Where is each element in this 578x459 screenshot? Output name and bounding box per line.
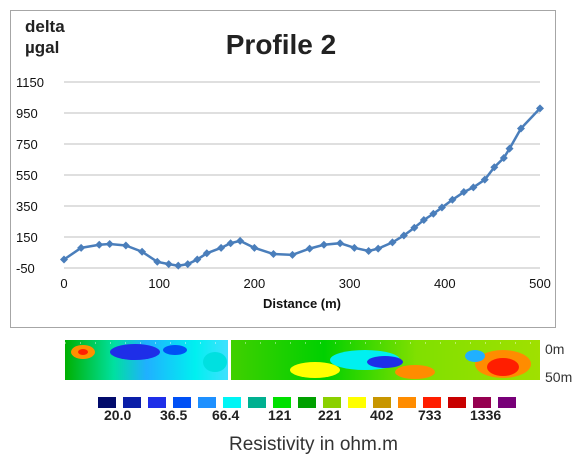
depth-bottom-label: 50m	[545, 369, 573, 385]
legend-swatch	[98, 397, 116, 408]
data-point	[499, 153, 508, 162]
data-point	[183, 260, 192, 269]
y-tick-label: 150	[16, 230, 38, 245]
legend-swatch	[448, 397, 466, 408]
legend-swatch	[248, 397, 266, 408]
data-point	[516, 124, 525, 133]
legend-swatch	[348, 397, 366, 408]
depth-top-label: 0m	[545, 341, 565, 357]
x-tick-label: 300	[339, 276, 361, 291]
legend-swatch	[273, 397, 291, 408]
legend-value-label: 221	[318, 407, 342, 423]
data-point	[480, 175, 489, 184]
y-tick-label: 950	[16, 106, 38, 121]
x-tick-label: 500	[529, 276, 551, 291]
data-point	[319, 240, 328, 249]
legend-swatch	[173, 397, 191, 408]
data-point	[138, 247, 147, 256]
resistivity-section	[65, 340, 540, 380]
legend-swatch	[498, 397, 516, 408]
chart-title: Profile 2	[226, 29, 336, 60]
data-point	[419, 215, 428, 224]
y-axis-label-line1: delta	[25, 17, 65, 36]
data-point	[536, 104, 544, 113]
legend-swatch	[423, 397, 441, 408]
chart-panel: -50 150 350 550 750 950 1150 0 100 200 300 400 500 Pr…	[10, 10, 556, 328]
legend-swatch	[298, 397, 316, 408]
data-point	[164, 260, 173, 269]
legend-swatch	[198, 397, 216, 408]
data-point	[410, 223, 419, 232]
y-tick-label: 550	[16, 168, 38, 183]
legend-value-label: 121	[268, 407, 292, 423]
data-point	[236, 236, 245, 245]
data-point	[95, 240, 104, 249]
data-point	[193, 255, 202, 264]
data-point	[174, 261, 183, 270]
legend-value-label: 20.0	[104, 407, 132, 423]
legend-swatch	[398, 397, 416, 408]
data-point	[399, 231, 408, 240]
y-tick-label: 1150	[16, 75, 44, 90]
data-point	[288, 250, 297, 259]
data-point	[226, 239, 235, 248]
data-point	[505, 144, 514, 153]
x-tick-label: 200	[244, 276, 266, 291]
data-point	[490, 163, 499, 172]
data-point	[350, 243, 359, 252]
legend-swatch	[323, 397, 341, 408]
x-tick-label: 100	[148, 276, 170, 291]
resistivity-section-image	[65, 340, 540, 380]
legend-value-label: 1336	[470, 407, 502, 423]
y-tick-label: -50	[16, 261, 35, 276]
legend-value-label: 36.5	[160, 407, 188, 423]
legend-swatch	[473, 397, 491, 408]
data-point	[448, 195, 457, 204]
legend-swatch	[373, 397, 391, 408]
series-line	[63, 107, 541, 267]
y-tick-label: 750	[16, 137, 38, 152]
y-axis-label-line2: µgal	[25, 38, 60, 57]
chart-svg: -50 150 350 550 750 950 1150 0 100 200 300 400 500 Pr…	[16, 29, 551, 311]
data-point	[469, 183, 478, 192]
y-tick-label: 350	[16, 199, 38, 214]
data-point	[269, 250, 278, 259]
data-point	[437, 203, 446, 212]
x-tick-label: 0	[60, 276, 67, 291]
data-point	[364, 246, 373, 255]
data-point	[388, 238, 397, 247]
data-point	[217, 243, 226, 252]
legend-value-label: 402	[370, 407, 394, 423]
data-point	[305, 244, 314, 253]
legend-value-label: 733	[418, 407, 442, 423]
data-point	[77, 243, 86, 252]
data-point	[121, 241, 130, 250]
legend-swatch	[223, 397, 241, 408]
data-point	[60, 255, 68, 264]
data-point	[336, 239, 345, 248]
legend-swatch	[148, 397, 166, 408]
data-point	[429, 209, 438, 218]
data-point	[459, 188, 468, 197]
legend-value-label: 66.4	[212, 407, 240, 423]
x-tick-label: 400	[434, 276, 456, 291]
data-point	[202, 249, 211, 258]
data-point	[250, 243, 259, 252]
data-point	[153, 257, 162, 266]
legend-swatch	[123, 397, 141, 408]
x-axis-label: Distance (m)	[263, 296, 341, 311]
data-point	[374, 244, 383, 253]
legend-title: Resistivity in ohm.m	[229, 434, 398, 455]
data-point	[105, 239, 114, 248]
